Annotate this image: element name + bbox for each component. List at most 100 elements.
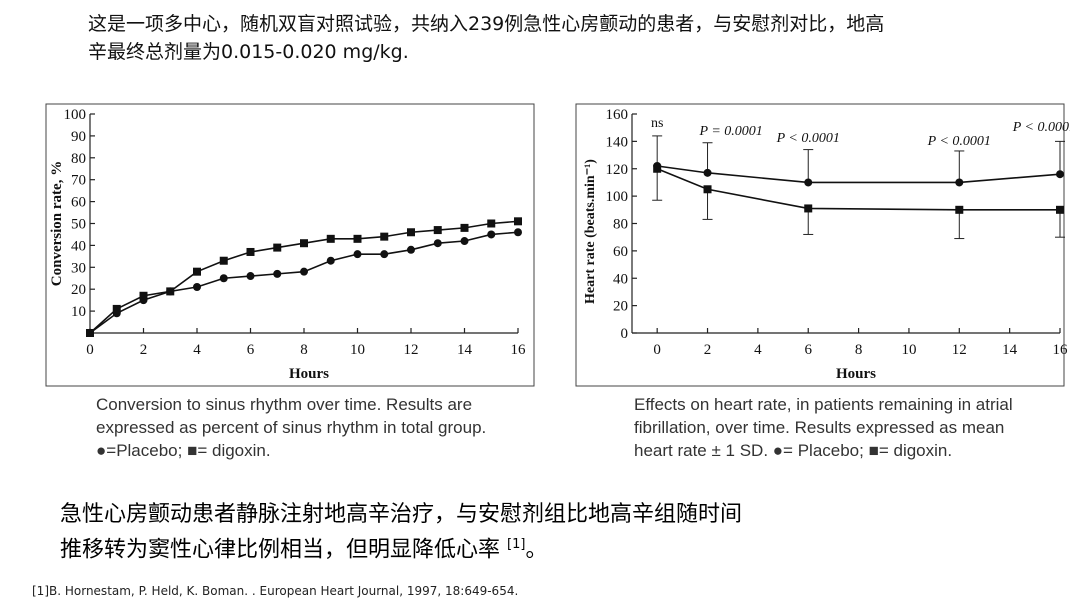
x-tick-label: 16: [1053, 342, 1069, 358]
conclusion-line-2: 推移转为窦性心律比例相当，但明显降低心率 [1]。: [60, 530, 742, 565]
p-value-annotation: P < 0.0001: [776, 131, 840, 146]
digoxin-point: [326, 234, 335, 243]
y-tick-label: 60: [71, 195, 86, 211]
digoxin-point: [703, 185, 712, 194]
heart-rate-chart: 0 20 40 60 80 100 120 140 160 0 2 4 6 8 10 12 14 16 Hours H…: [575, 103, 1070, 387]
chart-frame: [45, 103, 535, 387]
y-tick-label: 0: [621, 326, 629, 342]
x-tick-label: 2: [140, 342, 148, 358]
x-tick-label: 0: [86, 342, 94, 358]
placebo-point: [300, 267, 308, 276]
digoxin-point: [407, 228, 415, 237]
digoxin-point: [433, 226, 442, 235]
x-tick-label: 2: [704, 342, 712, 358]
y-tick-label: 20: [71, 282, 86, 298]
digoxin-line: [656, 168, 1060, 211]
placebo-point: [326, 256, 335, 265]
caption-line: Effects on heart rate, in patients remai…: [634, 395, 1013, 414]
placebo-point: [273, 269, 282, 278]
x-tick-label: 8: [855, 342, 863, 358]
conclusion-end: 。: [525, 537, 548, 563]
caption-line: expressed as percent of sinus rhythm in …: [96, 418, 487, 437]
digoxin-point: [353, 234, 362, 243]
y-tick-label: 90: [71, 129, 86, 145]
placebo-point: [487, 230, 496, 239]
placebo-line: [657, 165, 1061, 184]
heart-rate-chart-caption: Effects on heart rate, in patients remai…: [634, 393, 1064, 462]
citation-marker[interactable]: [1]: [507, 537, 526, 552]
y-tick-label: 40: [613, 271, 628, 287]
digoxin-point: [1056, 205, 1064, 214]
digoxin-point: [380, 232, 389, 241]
y-tick-label: 100: [64, 107, 87, 123]
caption-line: Conversion to sinus rhythm over time. Re…: [96, 395, 473, 414]
placebo-point: [353, 250, 362, 259]
digoxin-point: [460, 223, 469, 232]
y-tick-label: 140: [606, 134, 629, 150]
x-tick-label: 14: [1002, 342, 1018, 358]
chart-frame: [575, 103, 1065, 387]
placebo-point: [246, 272, 255, 281]
placebo-line: [89, 231, 519, 334]
digoxin-point: [112, 304, 121, 313]
placebo-point: [380, 250, 389, 259]
digoxin-point: [273, 243, 282, 252]
x-tick-label: 14: [457, 342, 473, 358]
digoxin-point: [246, 247, 255, 256]
y-tick-label: 60: [613, 244, 628, 260]
digoxin-point: [653, 164, 662, 173]
digoxin-point: [300, 239, 308, 248]
placebo-point: [407, 245, 415, 254]
x-tick-label: 0: [653, 342, 661, 358]
placebo-point: [1056, 170, 1064, 179]
digoxin-line: [89, 220, 519, 334]
x-tick-label: 10: [901, 342, 916, 358]
p-value-annotation: P < 0.0001: [1012, 120, 1070, 135]
p-value-annotation: P = 0.0001: [699, 124, 763, 139]
p-value-annotation: P < 0.0001: [927, 134, 991, 149]
digoxin-point: [139, 291, 148, 300]
x-tick-label: 8: [300, 342, 308, 358]
conclusion-line-1: 急性心房颤动患者静脉注射地高辛治疗，与安慰剂组比地高辛组随时间: [60, 502, 743, 527]
x-tick-label: 12: [952, 342, 967, 358]
x-tick-label: 10: [350, 342, 365, 358]
placebo-point: [955, 178, 964, 187]
caption-line: fibrillation, over time. Results express…: [634, 418, 1005, 437]
digoxin-point: [86, 329, 94, 337]
reference-text: [1]B. Hornestam, P. Held, K. Boman. . Eu…: [32, 584, 519, 598]
y-axis-label: Conversion rate, %: [49, 161, 65, 286]
y-tick-label: 40: [71, 238, 86, 254]
x-axis-label: Hours: [836, 366, 876, 382]
p-value-annotation: ns: [651, 116, 663, 131]
y-tick-label: 70: [71, 173, 86, 189]
digoxin-point: [514, 217, 522, 226]
digoxin-point: [487, 219, 496, 228]
digoxin-point: [193, 267, 201, 276]
x-tick-label: 6: [804, 342, 812, 358]
placebo-point: [193, 283, 201, 292]
y-axis-label: Heart rate (beats.min⁻¹): [583, 159, 598, 304]
placebo-point: [460, 237, 469, 246]
placebo-point: [514, 228, 522, 237]
y-tick-label: 50: [71, 217, 86, 233]
x-tick-label: 6: [247, 342, 255, 358]
conversion-chart-caption: Conversion to sinus rhythm over time. Re…: [96, 393, 536, 462]
x-tick-label: 12: [404, 342, 419, 358]
y-tick-label: 160: [606, 107, 629, 123]
placebo-point: [219, 274, 228, 283]
y-tick-label: 20: [613, 299, 628, 315]
digoxin-point: [166, 287, 175, 296]
placebo-point: [703, 168, 712, 177]
placebo-point: [433, 239, 442, 248]
digoxin-point: [804, 204, 813, 213]
caption-line: ●=Placebo; ■= digoxin.: [96, 441, 271, 460]
x-tick-label: 4: [193, 342, 201, 358]
conclusion-line-2-text: 推移转为窦性心律比例相当，但明显降低心率: [60, 537, 501, 563]
y-tick-label: 80: [613, 217, 628, 233]
intro-text: 这是一项多中心，随机双盲对照试验，共纳入239例急性心房颤动的患者，与安慰剂对比…: [88, 13, 885, 63]
placebo-point: [804, 178, 813, 187]
x-tick-label: 4: [754, 342, 762, 358]
y-tick-label: 30: [71, 260, 86, 276]
y-tick-label: 100: [606, 189, 629, 205]
conversion-rate-chart: 10 20 30 40 50 60 70 80 90 100 0 2 4 6 8 10 12 14 16 Hours C…: [45, 103, 535, 387]
